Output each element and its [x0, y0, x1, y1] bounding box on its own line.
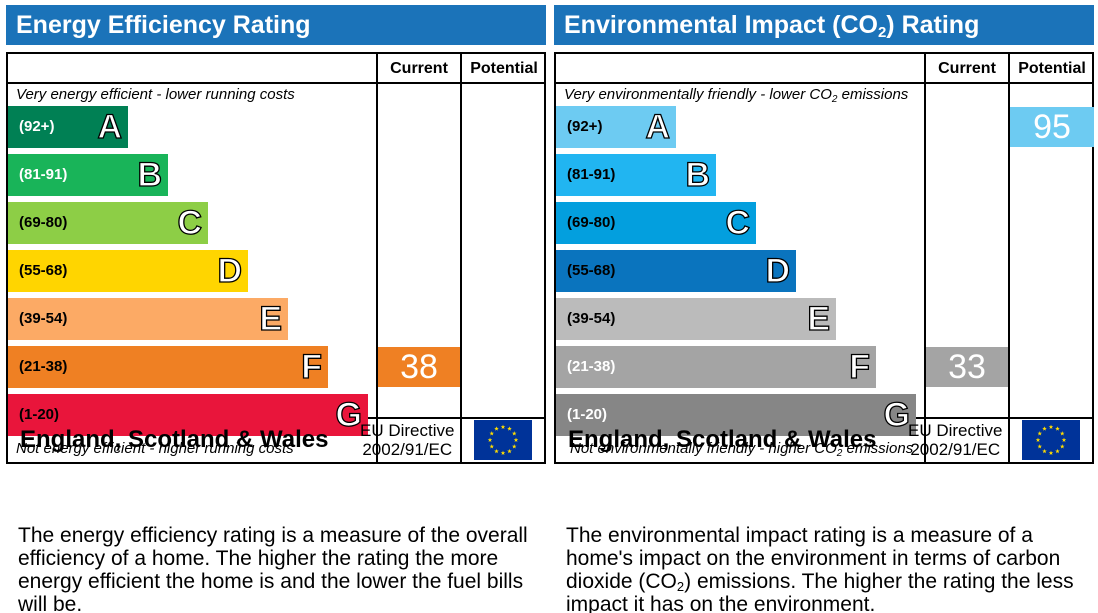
band-b: (81-91) B: [8, 154, 168, 196]
chart-footer: England, Scotland & Wales EU Directive 2…: [556, 417, 1092, 462]
environmental-impact-panel: Environmental Impact (CO2) Rating Curren…: [554, 5, 1094, 464]
band-range: (1-20): [19, 406, 60, 423]
top-note: Very energy efficient - lower running co…: [16, 86, 295, 103]
band-letter: A: [97, 107, 123, 146]
band-d: (55-68) D: [556, 250, 796, 292]
band-f: (21-38) F: [556, 346, 876, 388]
potential-column-header: Potential: [470, 60, 538, 77]
potential-column-header: Potential: [1018, 60, 1086, 77]
environment-chart: Current Potential Very environmentally f…: [554, 52, 1094, 464]
top-note: Very environmentally friendly - lower CO…: [564, 86, 909, 105]
band-a: (92+) A: [556, 106, 676, 148]
band-range: (69-80): [19, 214, 68, 231]
band-letter: E: [259, 299, 283, 338]
band-letter: C: [725, 203, 751, 242]
country-label: England, Scotland & Wales: [20, 426, 329, 453]
band-range: (55-68): [19, 262, 68, 279]
bottom-note: Not environmentally friendly - higher CO…: [570, 440, 914, 459]
directive-line-1: EU Directive: [908, 421, 1003, 440]
current-column-header: Current: [390, 60, 448, 77]
band-range: (1-20): [567, 406, 608, 423]
band-letter: B: [685, 155, 711, 194]
directive-line-2: 2002/91/EC: [362, 440, 453, 459]
band-range: (21-38): [19, 358, 68, 375]
eu-directive: EU Directive 2002/91/EC: [908, 421, 1002, 459]
band-d: (55-68) D: [8, 250, 248, 292]
eu-flag-icon: [1022, 420, 1080, 460]
band-letter: G: [883, 395, 911, 434]
potential-rating-badge: 95: [1010, 107, 1094, 147]
band-e: (39-54) E: [556, 298, 836, 340]
band-range: (39-54): [567, 310, 616, 327]
band-letter: C: [177, 203, 203, 242]
band-letter: B: [137, 155, 163, 194]
current-rating-badge: 38: [378, 347, 460, 387]
divider: [460, 54, 462, 462]
divider: [376, 54, 378, 462]
bottom-note: Not energy efficient - higher running co…: [16, 440, 294, 457]
current-column-header: Current: [938, 60, 996, 77]
energy-chart: Current Potential Very energy efficient …: [6, 52, 546, 464]
band-letter: G: [335, 395, 363, 434]
country-label: England, Scotland & Wales: [568, 426, 877, 453]
band-letter: F: [301, 347, 323, 386]
band-g: (1-20) G: [8, 394, 368, 436]
band-letter: F: [849, 347, 871, 386]
band-range: (81-91): [19, 166, 68, 183]
energy-description: The energy efficiency rating is a measur…: [18, 524, 528, 613]
band-range: (55-68): [567, 262, 616, 279]
energy-title: Energy Efficiency Rating: [6, 5, 546, 45]
band-letter: E: [807, 299, 831, 338]
directive-line-2: 2002/91/EC: [910, 440, 1001, 459]
divider: [556, 82, 1092, 84]
environment-title: Environmental Impact (CO2) Rating: [554, 5, 1094, 45]
band-letter: A: [645, 107, 671, 146]
energy-efficiency-panel: Energy Efficiency Rating Current Potenti…: [6, 5, 546, 464]
eu-flag-icon: [474, 420, 532, 460]
band-c: (69-80) C: [556, 202, 756, 244]
divider: [1008, 54, 1010, 462]
band-b: (81-91) B: [556, 154, 716, 196]
band-range: (81-91): [567, 166, 616, 183]
divider: [924, 54, 926, 462]
chart-footer: England, Scotland & Wales EU Directive 2…: [8, 417, 544, 462]
band-letter: D: [217, 251, 243, 290]
band-a: (92+) A: [8, 106, 128, 148]
band-range: (39-54): [19, 310, 68, 327]
band-g: (1-20) G: [556, 394, 916, 436]
band-range: (92+): [19, 118, 55, 135]
directive-line-1: EU Directive: [360, 421, 455, 440]
band-c: (69-80) C: [8, 202, 208, 244]
band-e: (39-54) E: [8, 298, 288, 340]
band-range: (69-80): [567, 214, 616, 231]
divider: [8, 82, 544, 84]
current-rating-badge: 33: [926, 347, 1008, 387]
band-range: (92+): [567, 118, 603, 135]
band-letter: D: [765, 251, 791, 290]
band-f: (21-38) F: [8, 346, 328, 388]
band-range: (21-38): [567, 358, 616, 375]
environment-description: The environmental impact rating is a mea…: [566, 524, 1074, 613]
eu-directive: EU Directive 2002/91/EC: [360, 421, 454, 459]
